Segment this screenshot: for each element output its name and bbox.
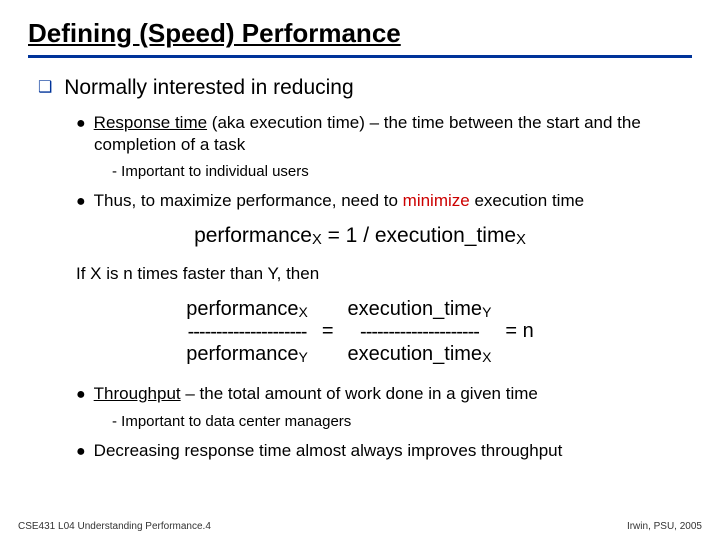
sub-individual-users: - Important to individual users [112, 163, 692, 180]
bullet-decreasing: ● Decreasing response time almost always … [76, 440, 692, 462]
bullet-throughput: ● Throughput – the total amount of work d… [76, 383, 692, 405]
sx: X [299, 304, 308, 320]
bullet-response-time: ●Response time (aka execution time) – th… [76, 112, 692, 155]
ratio-formula: performanceX --------------------- perfo… [28, 298, 692, 365]
bullet2-post: execution time [470, 191, 584, 210]
eq1: = [322, 320, 334, 343]
bullet3-ul: Throughput [94, 384, 181, 403]
bullet2-pre: Thus, to maximize performance, need to [94, 191, 403, 210]
num1: performance [186, 298, 298, 320]
bullet-maximize: ●Thus, to maximize performance, need to … [76, 190, 692, 212]
dot-icon: ● [76, 443, 86, 460]
bullet3-rest: – the total amount of work done in a giv… [181, 384, 538, 403]
sy2: Y [482, 304, 491, 320]
topline-text: Normally interested in reducing [64, 76, 353, 99]
dot-icon: ● [76, 115, 86, 132]
bullet1-underline: Response time [94, 113, 207, 132]
den2: execution_time [348, 343, 483, 365]
num2: execution_time [348, 298, 483, 320]
plain-text: If X is n times faster than Y, then [76, 264, 692, 284]
frac-right: execution_timeY --------------------- ex… [348, 298, 492, 365]
footer-right: Irwin, PSU, 2005 [627, 521, 702, 532]
dash1: --------------------- [186, 321, 308, 343]
dash2: --------------------- [348, 321, 492, 343]
bullet2-red: minimize [403, 191, 470, 210]
footer: CSE431 L04 Understanding Performance.4 I… [18, 521, 702, 532]
formula-performance: performanceX = 1 / execution_timeX [28, 224, 692, 248]
dot-icon: ● [76, 193, 86, 210]
footer-left: CSE431 L04 Understanding Performance.4 [18, 521, 211, 532]
eqn: = n [505, 320, 533, 343]
slide-title: Defining (Speed) Performance [28, 18, 692, 58]
sy: Y [299, 349, 308, 365]
f1a: performance [194, 224, 312, 247]
frac-left: performanceX --------------------- perfo… [186, 298, 308, 365]
den1: performance [186, 343, 298, 365]
f1b: = 1 / execution_time [322, 224, 516, 247]
bullet4-text: Decreasing response time almost always i… [94, 441, 563, 460]
dot-icon: ● [76, 386, 86, 403]
sub-datacenter: - Important to data center managers [112, 413, 692, 430]
subX2: X [516, 232, 526, 248]
sx2: X [482, 349, 491, 365]
top-bullet: ❑ Normally interested in reducing [38, 76, 692, 100]
subX: X [312, 232, 322, 248]
square-bullet-icon: ❑ [38, 79, 52, 96]
